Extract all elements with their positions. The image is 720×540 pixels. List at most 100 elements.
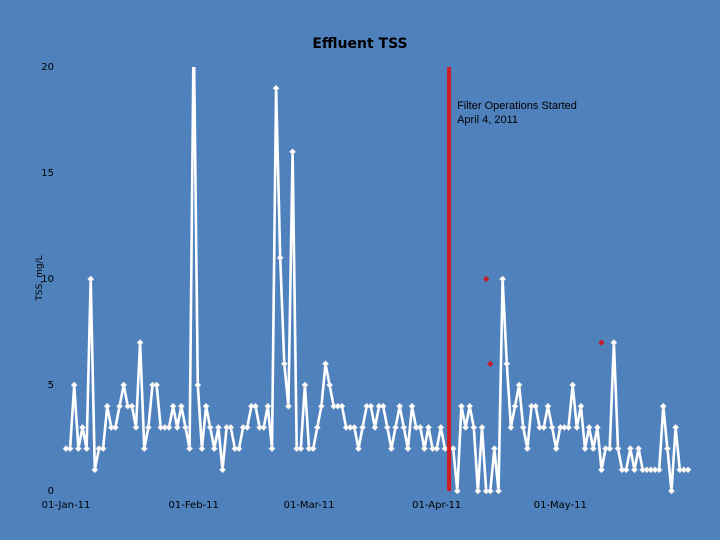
chart-title: Effluent TSS <box>312 36 407 52</box>
y-axis-ticks: 0 5 10 15 20 <box>41 62 54 497</box>
y-tick-label: 15 <box>41 168 54 179</box>
data-point <box>355 445 362 453</box>
data-point <box>631 466 638 474</box>
data-point <box>668 487 675 495</box>
data-point <box>408 402 416 410</box>
data-point <box>404 445 412 453</box>
data-point <box>120 381 128 389</box>
data-point <box>260 423 268 431</box>
data-point <box>663 445 671 453</box>
data-point <box>581 445 589 453</box>
data-point <box>359 423 367 431</box>
data-point <box>593 423 601 431</box>
data-point <box>173 423 181 431</box>
data-point <box>433 445 441 453</box>
data-point <box>523 445 531 453</box>
data-point <box>379 402 387 410</box>
data-point <box>466 402 474 410</box>
highlighted-point <box>487 360 494 367</box>
data-point <box>495 487 502 495</box>
data-point <box>186 445 194 453</box>
data-point <box>626 445 634 453</box>
data-point <box>577 402 585 410</box>
data-point <box>367 402 375 410</box>
data-point <box>235 445 243 453</box>
y-tick-label: 10 <box>41 274 54 285</box>
data-point <box>589 445 597 453</box>
data-point <box>338 402 346 410</box>
x-tick-label: 01-Mar-11 <box>284 500 335 511</box>
data-point <box>285 402 292 410</box>
data-point <box>585 423 593 431</box>
data-point <box>532 402 540 410</box>
data-point <box>210 445 218 453</box>
data-point <box>177 402 185 410</box>
marker-annotation-line: April 4, 2011 <box>457 114 518 126</box>
data-point <box>289 148 296 156</box>
data-point <box>198 445 206 453</box>
data-point <box>252 402 259 410</box>
data-point <box>548 423 556 431</box>
data-point <box>116 402 123 410</box>
y-tick-label: 0 <box>48 486 54 497</box>
series-line <box>66 67 688 493</box>
data-point <box>598 466 605 474</box>
data-point <box>383 423 391 431</box>
data-point <box>140 445 148 453</box>
data-point <box>136 339 144 347</box>
data-point <box>79 423 86 431</box>
data-point <box>165 423 173 431</box>
data-point <box>309 445 317 453</box>
y-axis-label: TSS, mg/L <box>35 255 45 301</box>
vertical-marker-layer: Filter Operations Started April 4, 2011 <box>447 67 577 491</box>
data-point <box>66 445 74 453</box>
x-axis-ticks: 01-Jan-11 01-Feb-11 01-Mar-11 01-Apr-11 01-M… <box>42 500 587 511</box>
data-point <box>268 445 276 453</box>
data-point <box>437 423 445 431</box>
data-point <box>659 402 667 410</box>
data-point <box>400 423 408 431</box>
data-point <box>470 423 478 431</box>
data-point <box>478 423 486 431</box>
data-point <box>276 254 284 262</box>
data-point <box>227 423 235 431</box>
data-point <box>371 423 379 431</box>
marker-annotation-line: Filter Operations Started <box>457 100 577 112</box>
data-point <box>425 423 432 431</box>
data-point <box>83 445 91 453</box>
data-point <box>219 466 226 474</box>
data-point <box>322 360 329 368</box>
x-tick-label: 01-Jan-11 <box>42 500 91 511</box>
data-point <box>272 84 280 92</box>
data-point <box>112 423 119 431</box>
data-point <box>396 402 404 410</box>
data-point <box>392 423 399 431</box>
data-point <box>280 360 288 368</box>
data-point <box>573 423 581 431</box>
data-point <box>169 402 177 410</box>
data-point <box>301 381 309 389</box>
data-point <box>610 339 618 347</box>
data-point <box>622 466 630 474</box>
data-point <box>544 402 552 410</box>
data-point <box>264 402 272 410</box>
data-point <box>503 360 511 368</box>
data-point <box>519 423 527 431</box>
data-point <box>74 445 82 453</box>
x-tick-label: 01-Feb-11 <box>169 500 219 511</box>
data-point <box>614 445 622 453</box>
data-point <box>462 423 469 431</box>
data-point <box>655 466 663 474</box>
data-point <box>153 381 161 389</box>
data-point <box>635 445 642 453</box>
series-layer <box>62 67 692 495</box>
data-point <box>70 381 78 389</box>
data-point <box>672 423 680 431</box>
data-point <box>243 423 251 431</box>
data-point <box>103 402 111 410</box>
marker-annotation: Filter Operations Started April 4, 2011 <box>457 100 577 126</box>
data-point <box>214 423 222 431</box>
data-point <box>458 402 465 410</box>
data-point <box>202 402 210 410</box>
highlighted-point <box>598 339 605 346</box>
